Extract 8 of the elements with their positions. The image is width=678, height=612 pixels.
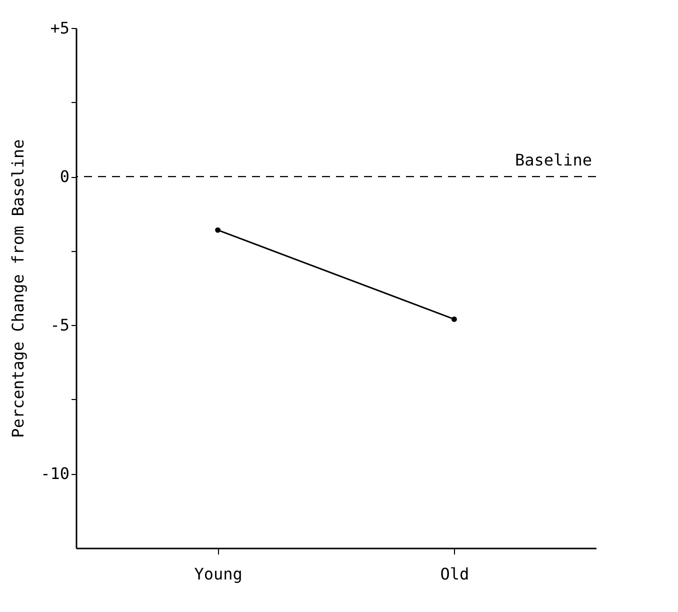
y-tick-label: 0	[60, 167, 70, 186]
x-tick-label: Young	[194, 564, 242, 584]
y-tick-label: -5	[50, 316, 70, 335]
x-tick-label: Old	[440, 564, 470, 584]
y-tick-label: +5	[50, 18, 70, 38]
y-axis-title: Percentage Change from Baseline	[8, 139, 28, 438]
ref-line-label: Baseline	[514, 150, 592, 170]
y-tick-label: -10	[40, 464, 70, 484]
